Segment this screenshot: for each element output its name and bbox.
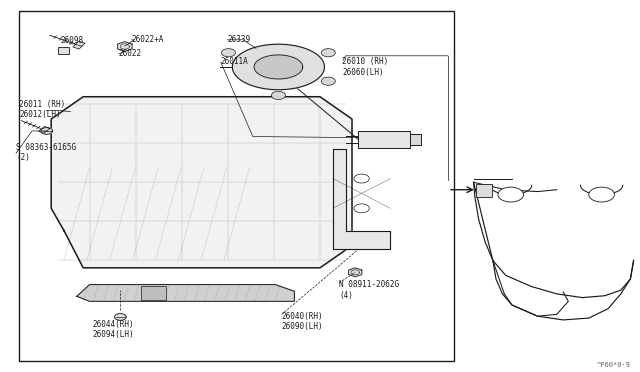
Text: 26339: 26339	[227, 35, 250, 44]
Circle shape	[354, 204, 369, 213]
Polygon shape	[115, 314, 126, 320]
Bar	[358, 131, 410, 148]
Bar	[476, 184, 492, 197]
Circle shape	[221, 49, 236, 57]
Polygon shape	[73, 41, 85, 49]
Bar	[19, 11, 454, 361]
Polygon shape	[232, 44, 324, 90]
Polygon shape	[333, 149, 390, 249]
Polygon shape	[349, 268, 362, 277]
Text: 26011A: 26011A	[221, 57, 248, 66]
Circle shape	[271, 92, 285, 99]
Circle shape	[321, 77, 335, 85]
Bar	[58, 47, 69, 54]
Polygon shape	[39, 126, 50, 134]
Text: ^P60*0·9: ^P60*0·9	[596, 362, 630, 368]
Text: 26098: 26098	[61, 36, 84, 45]
Polygon shape	[77, 285, 294, 301]
Text: 26011 (RH)
26012(LH): 26011 (RH) 26012(LH)	[19, 100, 65, 119]
Circle shape	[354, 174, 369, 183]
Text: 26022: 26022	[118, 49, 141, 58]
Text: 26022+A: 26022+A	[131, 35, 164, 44]
Polygon shape	[254, 55, 303, 79]
Circle shape	[498, 187, 524, 202]
Polygon shape	[41, 128, 52, 134]
Text: N 08911-2062G
(4): N 08911-2062G (4)	[339, 280, 399, 300]
Circle shape	[321, 49, 335, 57]
Text: 26044(RH)
26094(LH): 26044(RH) 26094(LH)	[93, 320, 134, 339]
Text: 26040(RH)
26090(LH): 26040(RH) 26090(LH)	[282, 312, 323, 331]
Bar	[410, 134, 421, 145]
Polygon shape	[118, 42, 132, 51]
Circle shape	[589, 187, 614, 202]
Bar	[141, 286, 166, 300]
Text: 26010 (RH)
26060(LH): 26010 (RH) 26060(LH)	[342, 57, 388, 77]
Polygon shape	[51, 97, 352, 268]
Text: S 08363-6165G
(2): S 08363-6165G (2)	[16, 143, 76, 162]
